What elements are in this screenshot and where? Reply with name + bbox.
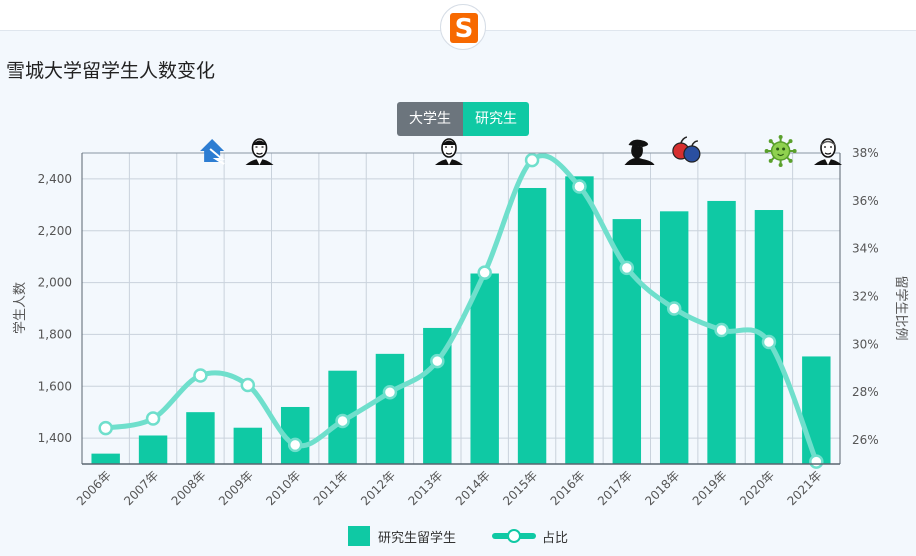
y-axis-label-left: 学生人数 [12,282,28,334]
bar[interactable] [233,427,263,464]
undergrad-toggle-button[interactable]: 大学生 [397,102,463,136]
legend-bar-label: 研究生留学生 [378,530,457,546]
bar[interactable] [659,211,689,464]
y-tick-label-right: 28% [852,385,879,399]
ratio-point[interactable] [430,353,445,369]
y-tick-label-right: 32% [852,290,879,304]
chart-legend: 研究生留学生 占比 [348,525,568,547]
event-icons [200,135,842,167]
bar[interactable] [802,356,831,464]
ratio-point[interactable] [287,437,303,453]
y-tick-label-right: 30% [852,337,879,351]
ratio-point[interactable] [714,322,729,338]
y-tick-label-left: 1,800 [38,327,72,341]
x-tick-label: 2007年 [121,468,161,508]
x-tick-label: 2020年 [737,468,777,508]
y-tick-label-right: 36% [852,194,879,208]
syracuse-logo: S [440,4,486,50]
x-tick-label: 2009年 [216,468,256,508]
bar-series [91,176,831,465]
y-tick-label-right: 38% [852,146,879,160]
x-tick-label: 2010年 [263,468,303,508]
grad-toggle-button[interactable]: 研究生 [463,102,529,136]
virus-icon [764,135,797,167]
ratio-point[interactable] [619,260,635,276]
ratio-line [103,153,819,465]
x-tick-label: 2021年 [784,468,824,508]
ratio-point[interactable] [193,368,208,383]
ratio-point[interactable] [145,411,161,426]
ratio-point[interactable] [382,384,398,400]
y-tick-label-right: 34% [852,242,879,256]
housing-crisis-icon [200,139,225,165]
x-tick-label: 2015年 [500,468,540,508]
bar[interactable] [470,273,499,464]
bar[interactable] [91,453,120,464]
obama-portrait-icon [435,138,463,165]
y-tick-label-left: 2,200 [38,224,72,238]
block-s-icon: S [450,13,478,44]
ratio-point[interactable] [335,413,350,429]
y-tick-label-left: 2,400 [38,172,72,186]
logo-letter: S [455,14,474,44]
bar[interactable] [186,412,215,464]
y-tick-label-left: 1,400 [38,431,72,445]
biden-portrait-icon [814,138,842,165]
x-tick-label: 2017年 [595,468,635,508]
obama-portrait-icon [245,138,274,165]
page-title: 雪城大学留学生人数变化 [6,60,216,82]
trump-portrait-icon [624,139,655,165]
y-tick-label-left: 1,600 [38,379,72,393]
x-tick-label: 2012年 [358,468,398,508]
ratio-point[interactable] [477,265,492,280]
legend-line-label: 占比 [542,530,569,546]
bar[interactable] [517,187,547,465]
bar[interactable] [612,219,642,464]
ratio-point[interactable] [240,377,256,393]
y-tick-label-right: 26% [852,433,879,447]
ratio-point[interactable] [809,454,824,469]
x-tick-label: 2018年 [642,468,682,508]
x-tick-label: 2014年 [453,468,493,508]
x-tick-label: 2013年 [405,468,445,508]
ratio-point[interactable] [761,334,777,350]
x-tick-label: 2006年 [74,468,114,508]
x-tick-label: 2011年 [311,468,351,508]
x-tick-label: 2008年 [169,468,209,508]
bar[interactable] [138,435,168,464]
ratio-point[interactable] [98,420,113,436]
legend-bar-swatch[interactable] [348,526,370,546]
x-tick-label: 2016年 [548,468,588,508]
y-tick-label-left: 2,000 [38,276,72,290]
ratio-point[interactable] [666,301,682,316]
bar[interactable] [565,176,594,464]
y-axis-label-right: 留学生比例 [893,275,909,340]
x-tick-label: 2019年 [690,468,730,508]
ratio-point[interactable] [572,179,587,194]
level-toggle: 大学生 研究生 [397,102,529,136]
ratio-point[interactable] [524,152,540,168]
bar[interactable] [375,353,405,464]
legend-line-swatch[interactable] [492,526,537,546]
trade-war-bomb-icon [672,136,701,163]
